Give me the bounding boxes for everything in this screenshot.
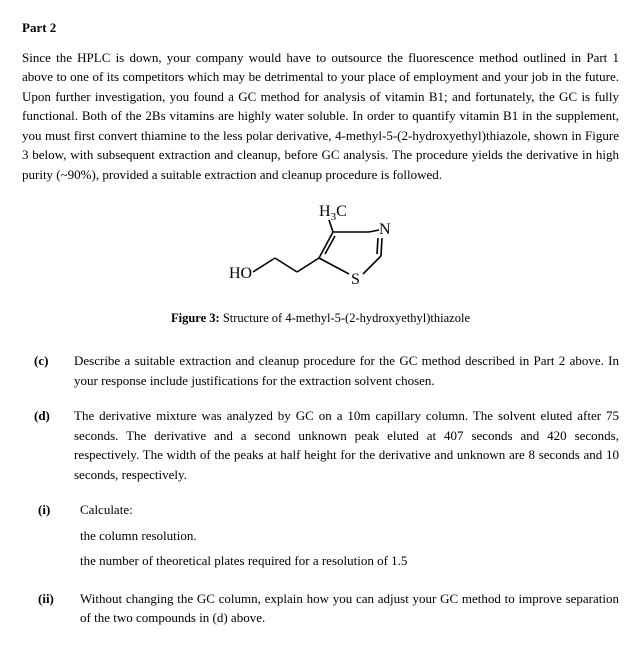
h3c-c: C (336, 203, 347, 220)
part-heading: Part 2 (22, 18, 619, 38)
caption-bold: Figure 3: (171, 311, 220, 325)
question-d-ii: (ii) Without changing the GC column, exp… (38, 589, 619, 628)
question-d-i: (i) Calculate: the column resolution. th… (38, 500, 619, 577)
question-c-label: (c) (22, 351, 74, 390)
question-d-ii-text: Without changing the GC column, explain … (80, 589, 619, 628)
figure-caption: Figure 3: Structure of 4-methyl-5-(2-hyd… (22, 309, 619, 328)
question-d-text: The derivative mixture was analyzed by G… (74, 406, 619, 484)
caption-text: Structure of 4-methyl-5-(2-hydroxyethyl)… (220, 311, 470, 325)
question-d-i-label: (i) (38, 500, 80, 577)
label-n: N (379, 221, 391, 238)
label-ho: HO (229, 265, 252, 282)
question-d-label: (d) (22, 406, 74, 484)
svg-text:H3C: H3C (319, 203, 347, 223)
question-d-i-text: Calculate: the column resolution. the nu… (80, 500, 619, 577)
question-c: (c) Describe a suitable extraction and c… (22, 351, 619, 390)
h3c-h: H (319, 203, 331, 220)
question-d-ii-label: (ii) (38, 589, 80, 628)
question-c-text: Describe a suitable extraction and clean… (74, 351, 619, 390)
d-i-line1: Calculate: (80, 500, 619, 520)
d-i-line3: the number of theoretical plates require… (80, 551, 619, 571)
label-s: S (351, 271, 360, 288)
figure-3-structure: H3C N HO S (22, 202, 619, 303)
d-i-line2: the column resolution. (80, 526, 619, 546)
question-d: (d) The derivative mixture was analyzed … (22, 406, 619, 484)
intro-paragraph: Since the HPLC is down, your company wou… (22, 48, 619, 185)
